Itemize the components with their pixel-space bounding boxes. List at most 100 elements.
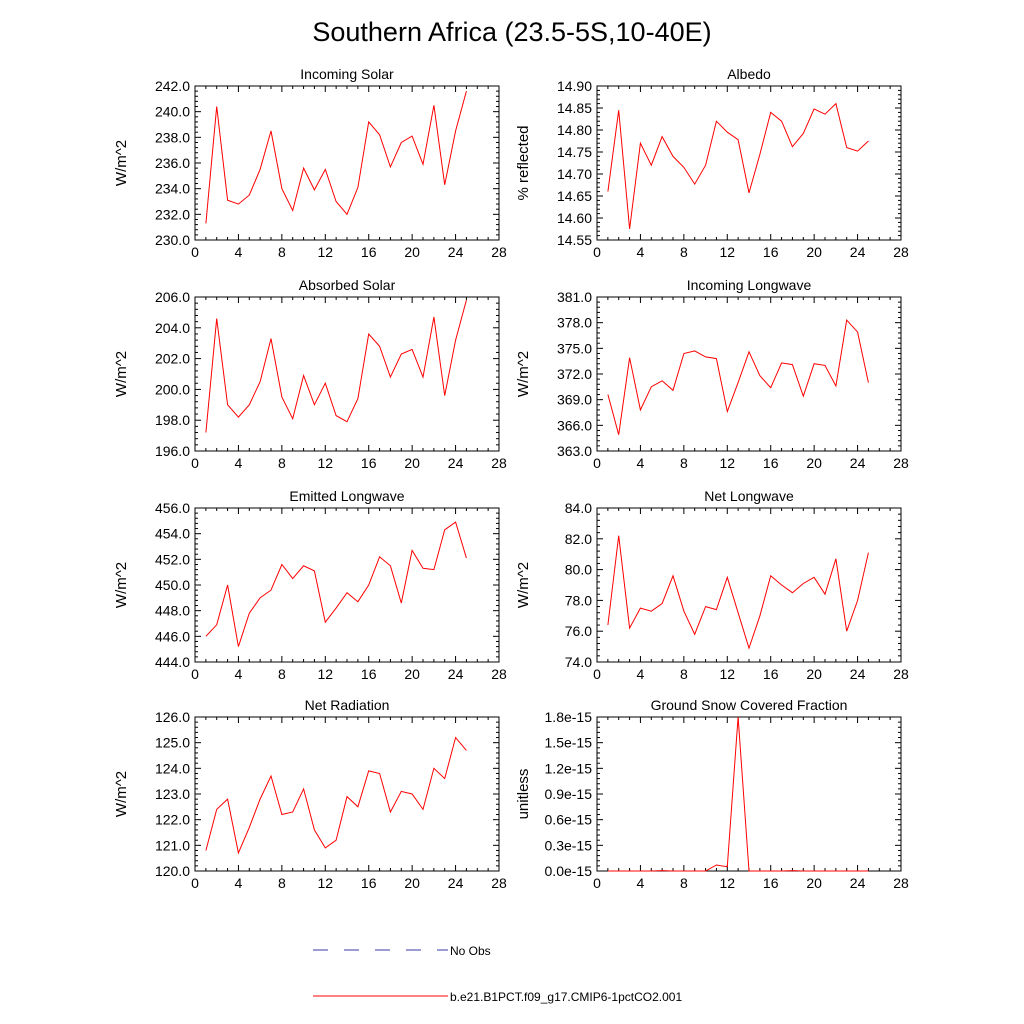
y-tick-label: 366.0 [557,417,592,433]
y-tick-label: 120.0 [155,863,190,879]
x-tick-label: 8 [278,244,286,260]
x-tick-label: 12 [317,455,333,471]
y-tick-label: 14.55 [557,232,592,248]
x-tick-label: 8 [278,455,286,471]
x-tick-label: 8 [680,875,688,891]
y-tick-label: 363.0 [557,443,592,459]
x-tick-label: 28 [491,244,507,260]
y-tick-label: 450.0 [155,577,190,593]
x-tick-label: 24 [850,244,866,260]
series-line [607,535,869,650]
x-tick-label: 24 [850,666,866,682]
y-tick-label: 78.0 [565,592,592,608]
y-tick-label: 448.0 [155,603,190,619]
panel-7: Net Radiation 0 4 8 12 16 20 24 28 120.0 121.0 122.… [113,697,507,891]
y-tick-label: 76.0 [565,623,592,639]
legend-label-1: No Obs [450,944,491,958]
x-tick-label: 24 [448,875,464,891]
x-tick-label: 20 [404,875,420,891]
y-tick-label: 378.0 [557,315,592,331]
x-tick-label: 16 [763,455,779,471]
y-tick-label: 369.0 [557,392,592,408]
x-tick-label: 28 [893,666,909,682]
x-tick-label: 12 [719,666,735,682]
x-tick-label: 4 [235,666,243,682]
panel-title: Incoming Solar [300,66,394,82]
panel-title: Incoming Longwave [687,277,812,293]
panel-title: Net Longwave [704,488,794,504]
y-tick-label: 82.0 [565,531,592,547]
x-tick-label: 8 [680,244,688,260]
y-axis-label: W/m^2 [515,351,532,397]
y-tick-label: 122.0 [155,812,190,828]
y-tick-label: 230.0 [155,232,190,248]
y-tick-label: 126.0 [155,709,190,725]
x-tick-label: 8 [680,666,688,682]
figure-title: Southern Africa (23.5-5S,10-40E) [312,17,711,47]
y-tick-label: 125.0 [155,735,190,751]
series-line [607,102,869,230]
y-tick-label: 446.0 [155,628,190,644]
y-tick-label: 74.0 [565,654,592,670]
y-tick-label: 375.0 [557,340,592,356]
y-tick-label: 1.8e-15 [545,709,593,725]
x-tick-label: 12 [317,666,333,682]
x-tick-label: 16 [763,875,779,891]
x-tick-label: 4 [637,875,645,891]
y-tick-label: 204.0 [155,320,190,336]
legend-label-2: b.e21.B1PCT.f09_g17.CMIP6-1pctCO2.001 [450,990,682,1004]
x-tick-label: 24 [448,455,464,471]
panel-1: Incoming Solar 0 4 8 12 16 20 24 28 230.0 232.0 234… [113,66,507,260]
series-line [205,90,467,224]
panel-2: Albedo 0 4 8 12 16 20 24 28 14.55 14.60 14.65 14.70 1… [515,66,909,260]
y-tick-label: 240.0 [155,104,190,120]
x-tick-label: 0 [593,875,601,891]
x-tick-label: 8 [278,875,286,891]
x-tick-label: 20 [806,455,822,471]
y-tick-label: 202.0 [155,351,190,367]
y-tick-label: 206.0 [155,289,190,305]
y-tick-label: 0.9e-15 [545,786,593,802]
x-tick-label: 8 [680,455,688,471]
series-line [205,736,467,855]
x-tick-label: 28 [893,244,909,260]
y-tick-label: 14.65 [557,188,592,204]
x-tick-label: 28 [491,666,507,682]
x-tick-label: 24 [448,244,464,260]
y-axis-label: W/m^2 [113,771,130,817]
panel-8: Ground Snow Covered Fraction 0 4 8 12 16 20 24 2… [515,697,909,891]
series-line [607,716,869,872]
y-tick-label: 381.0 [557,289,592,305]
y-tick-label: 14.70 [557,166,592,182]
x-tick-label: 20 [806,244,822,260]
x-tick-label: 12 [317,875,333,891]
panel-title: Albedo [727,66,771,82]
x-tick-label: 16 [763,666,779,682]
x-tick-label: 24 [850,455,866,471]
x-tick-label: 12 [719,244,735,260]
x-tick-label: 4 [637,666,645,682]
x-tick-label: 0 [191,666,199,682]
x-tick-label: 28 [893,455,909,471]
plot-frame [596,507,902,663]
y-axis-label: W/m^2 [113,140,130,186]
x-tick-label: 4 [235,875,243,891]
y-tick-label: 456.0 [155,500,190,516]
y-tick-label: 121.0 [155,837,190,853]
x-tick-label: 28 [893,875,909,891]
y-tick-label: 454.0 [155,526,190,542]
y-tick-label: 14.85 [557,100,592,116]
panel-title: Emitted Longwave [289,488,404,504]
y-tick-label: 14.60 [557,210,592,226]
y-tick-label: 1.2e-15 [545,760,593,776]
x-tick-label: 8 [278,666,286,682]
panel-4: Incoming Longwave 0 4 8 12 16 20 24 28 363.0 366.0… [515,277,909,471]
x-tick-label: 0 [191,455,199,471]
x-tick-label: 0 [593,666,601,682]
x-tick-label: 4 [637,455,645,471]
series-line [205,521,467,647]
y-axis-label: W/m^2 [113,351,130,397]
panel-title: Absorbed Solar [299,277,396,293]
panel-title: Ground Snow Covered Fraction [651,697,848,713]
y-tick-label: 196.0 [155,443,190,459]
